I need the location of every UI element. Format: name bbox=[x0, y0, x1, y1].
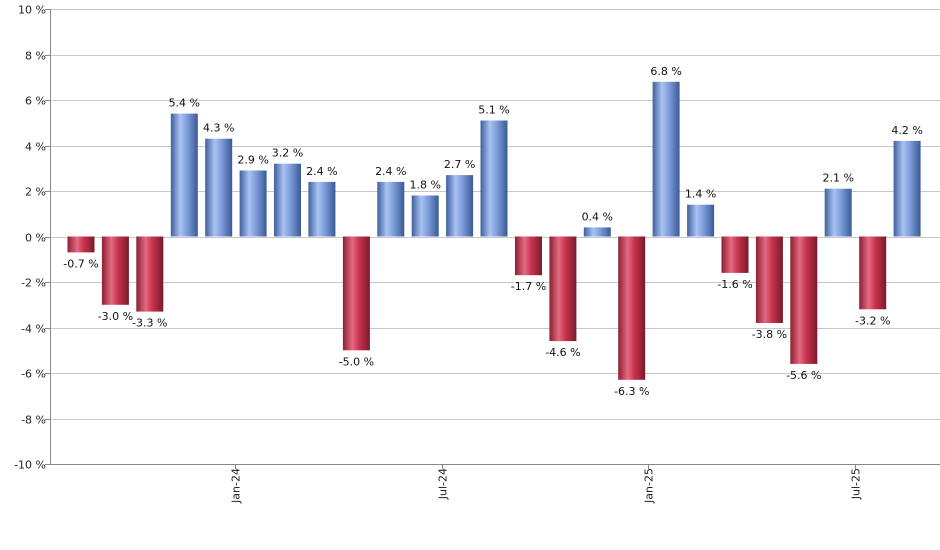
bar-value-label: 2.7 % bbox=[444, 158, 475, 171]
bar-value-label: -3.8 % bbox=[752, 328, 787, 341]
bar bbox=[515, 236, 542, 276]
y-tick-label: 10 % bbox=[18, 4, 46, 17]
bar bbox=[859, 236, 887, 310]
y-tick-label: -8 % bbox=[21, 414, 46, 427]
y-tick-label: 4 % bbox=[25, 141, 46, 154]
bar-value-label: 6.8 % bbox=[650, 65, 681, 78]
bar bbox=[721, 236, 749, 273]
bar-value-label: 1.4 % bbox=[685, 188, 716, 201]
bar-value-label: 3.2 % bbox=[272, 147, 303, 160]
bar-value-label: -6.3 % bbox=[614, 385, 649, 398]
bar-value-label: 2.1 % bbox=[822, 172, 853, 185]
bar bbox=[583, 227, 611, 237]
bar-value-label: -3.0 % bbox=[98, 310, 133, 323]
bar bbox=[101, 236, 129, 305]
bar bbox=[170, 113, 198, 237]
bar bbox=[549, 236, 577, 342]
bar bbox=[239, 170, 267, 237]
bar-value-label: -0.7 % bbox=[63, 257, 98, 270]
x-tick-label: Jul-24 bbox=[437, 468, 450, 500]
data-labels: -0.7 %-3.0 %-3.3 %5.4 %4.3 %2.9 %3.2 %2.… bbox=[63, 65, 923, 398]
bar bbox=[136, 236, 164, 312]
bar bbox=[893, 140, 921, 237]
bar-value-label: 5.4 % bbox=[169, 97, 200, 110]
y-tick-label: 8 % bbox=[25, 50, 46, 63]
bar bbox=[205, 138, 233, 237]
bar bbox=[618, 236, 646, 380]
bar bbox=[755, 236, 783, 323]
bar-value-label: -5.0 % bbox=[339, 355, 374, 368]
bar bbox=[377, 181, 405, 237]
bars bbox=[67, 81, 921, 380]
y-tick-label: 0 % bbox=[25, 232, 46, 245]
bar bbox=[274, 163, 301, 237]
bar-value-label: 2.9 % bbox=[237, 154, 268, 167]
bar-value-label: 0.4 % bbox=[582, 210, 613, 223]
bar bbox=[308, 181, 336, 237]
bar bbox=[687, 204, 715, 237]
y-tick-label: 2 % bbox=[25, 186, 46, 199]
bar bbox=[824, 188, 852, 237]
bar bbox=[446, 175, 474, 237]
y-tick-label: -2 % bbox=[21, 277, 46, 290]
x-axis-ticks: Jan-24 Jul-24 Jan-25 Jul-25 bbox=[230, 464, 863, 504]
x-tick-label: Jul-25 bbox=[850, 468, 863, 500]
bar bbox=[652, 81, 680, 237]
bar-value-label: 4.3 % bbox=[203, 122, 234, 135]
bar-value-label: 1.8 % bbox=[409, 179, 440, 192]
bar-value-label: -1.7 % bbox=[511, 280, 546, 293]
bar-value-label: 2.4 % bbox=[306, 165, 337, 178]
bar bbox=[790, 236, 818, 364]
y-tick-label: 6 % bbox=[25, 95, 46, 108]
bar-value-label: -3.3 % bbox=[132, 317, 167, 330]
bar-value-label: -3.2 % bbox=[855, 314, 890, 327]
y-axis-ticks: 10 % 8 % 6 % 4 % 2 % 0 % -2 % -4 % -6 % -8 % -10 % bbox=[14, 4, 50, 472]
bar bbox=[67, 236, 95, 253]
bar bbox=[411, 195, 439, 237]
bar bbox=[342, 236, 370, 351]
bar-value-label: 2.4 % bbox=[375, 165, 406, 178]
y-tick-label: -10 % bbox=[14, 459, 46, 472]
x-tick-label: Jan-25 bbox=[643, 468, 656, 504]
bar-value-label: 4.2 % bbox=[891, 124, 922, 137]
axes bbox=[50, 9, 940, 465]
bar-value-label: 5.1 % bbox=[478, 104, 509, 117]
bar-value-label: -4.6 % bbox=[545, 346, 580, 359]
bar bbox=[480, 120, 508, 237]
y-tick-label: -4 % bbox=[21, 323, 46, 336]
x-tick-label: Jan-24 bbox=[230, 468, 243, 504]
y-tick-label: -6 % bbox=[21, 368, 46, 381]
bar-value-label: -5.6 % bbox=[786, 369, 821, 382]
bar-value-label: -1.6 % bbox=[717, 278, 752, 291]
